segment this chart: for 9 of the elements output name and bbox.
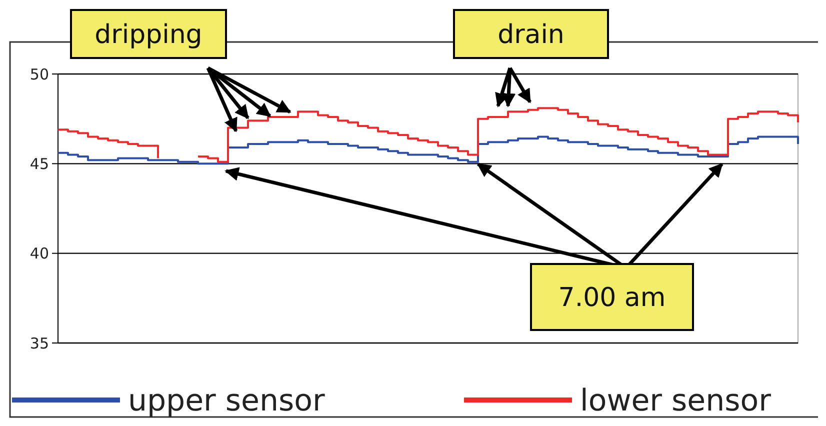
annotation: 7.00 am	[558, 283, 666, 314]
y-tick-label: 45	[30, 154, 49, 173]
text: drain	[498, 20, 564, 50]
y-tick-label: 40	[30, 244, 49, 263]
legend-label: lower sensor	[580, 384, 772, 418]
text: dripping	[94, 20, 202, 50]
y-tick-label: 50	[30, 65, 49, 84]
y-tick-label: 35	[30, 334, 49, 352]
legend-label: upper sensor	[128, 384, 326, 418]
